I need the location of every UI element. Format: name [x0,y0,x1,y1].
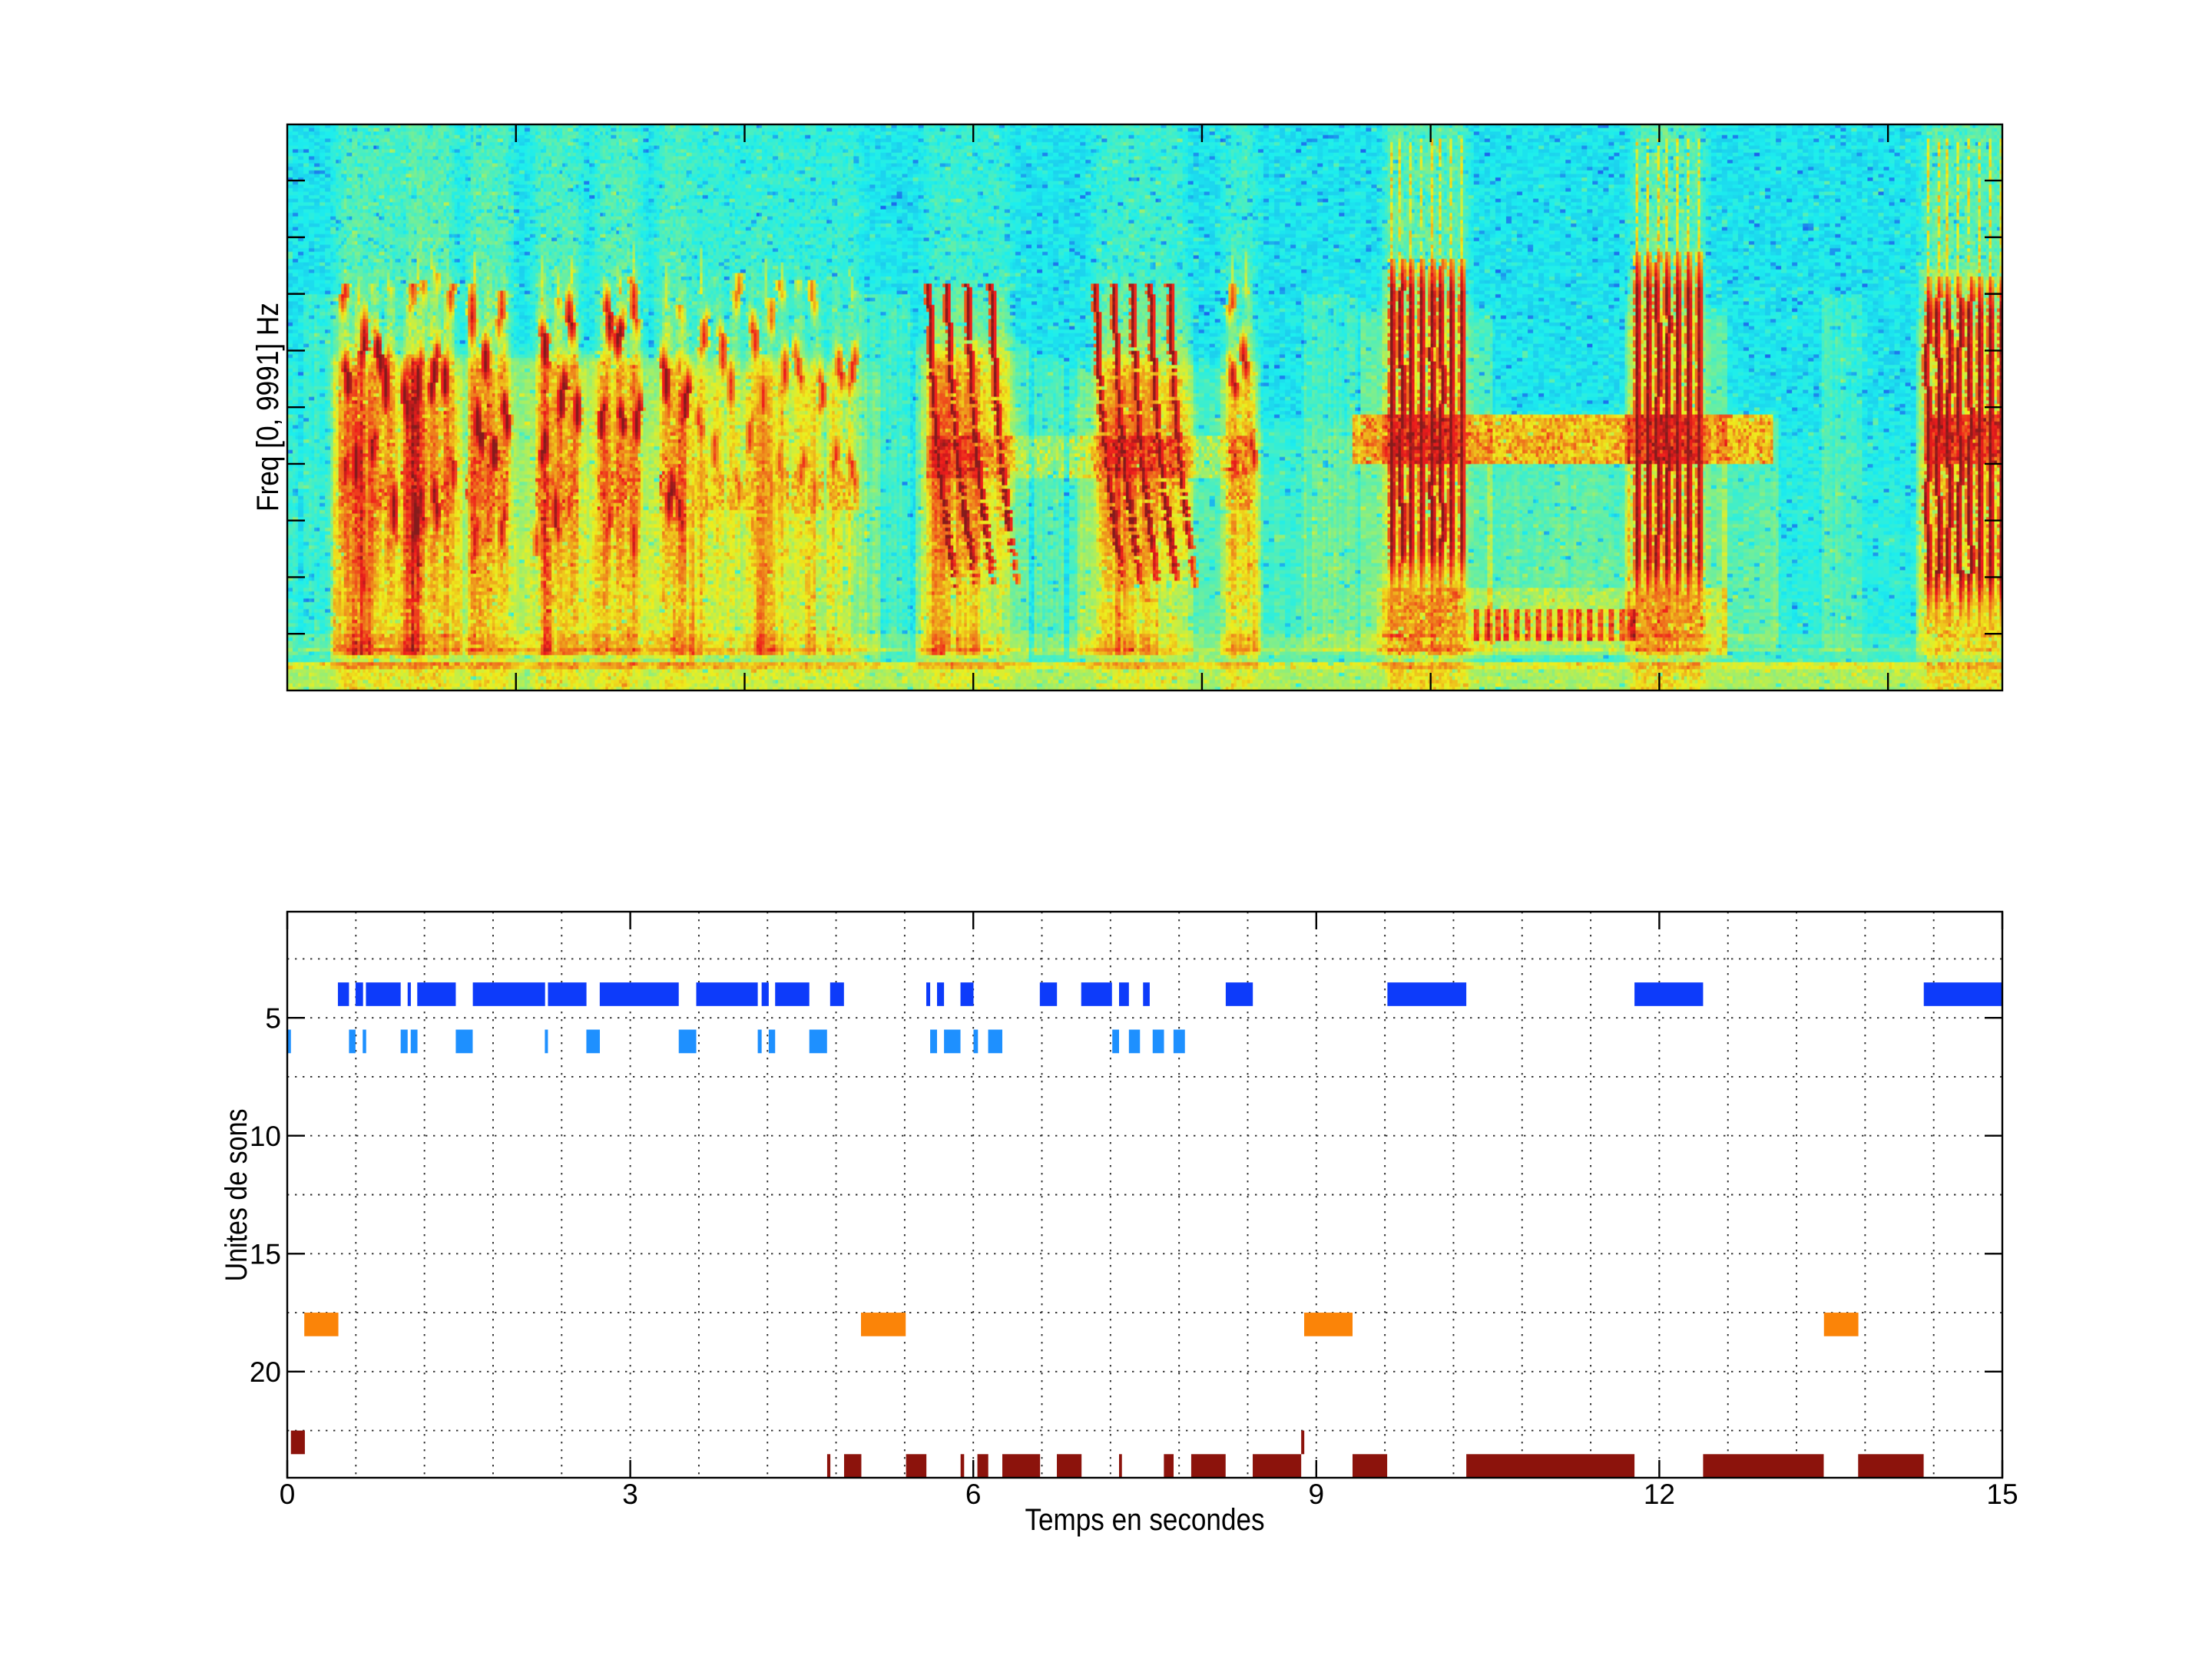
timeline-axes-box [286,910,2004,1479]
segment-bar-unit-6 [363,1029,366,1054]
segment-bar-unit-18 [861,1313,906,1336]
segment-bar-unit-4 [960,982,974,1006]
segment-bar-unit-6 [988,1029,1003,1054]
segment-bar-unit-4 [1039,982,1058,1006]
segment-bar-unit-24 [1164,1454,1174,1478]
segment-bar-unit-6 [287,1029,291,1054]
segment-bar-unit-6 [757,1029,762,1054]
segment-bar-unit-18 [304,1313,339,1336]
segment-bar-unit-6 [973,1029,979,1054]
segment-bar-unit-6 [1173,1029,1185,1054]
segment-bar-unit-4 [696,982,758,1006]
segment-bar-unit-4 [417,982,456,1006]
segment-bar-unit-24 [1002,1454,1041,1478]
segment-bar-unit-6 [930,1029,938,1054]
spectrogram-axes-box [286,123,2004,692]
segment-bar-unit-4 [1225,982,1253,1006]
segment-bar-unit-24 [977,1454,988,1478]
timeline-grid [287,912,2002,1478]
segment-bar-unit-4 [1143,982,1150,1006]
segment-bar-unit-4 [407,982,411,1006]
spectrogram-ylabel: Freq [0, 9991] Hz [251,303,285,512]
tick-marks [286,124,2004,1478]
y-tick-label: 20 [250,1356,281,1388]
segment-bar-unit-24 [1190,1454,1226,1478]
segment-bar-unit-4 [548,982,587,1006]
segment-bar-unit-6 [768,1029,776,1054]
timeline-ylabel: Unites de sons [220,1109,253,1282]
segment-bar-unit-4 [366,982,401,1006]
x-tick-label: 9 [1309,1479,1325,1510]
y-tick-label: 10 [250,1121,281,1152]
segment-bar-unit-6 [678,1029,697,1054]
y-tick-label: 5 [265,1003,281,1035]
segment-bar-unit-24 [843,1454,862,1478]
x-tick-label: 6 [965,1479,982,1510]
x-tick-label: 15 [1986,1479,2018,1510]
y-tick-label: 15 [250,1239,281,1270]
segment-bar-unit-6 [545,1029,548,1054]
segment-bar-unit-4 [775,982,810,1006]
segment-bar-unit-4 [1634,982,1704,1006]
segment-bar-unit-4 [1387,982,1467,1006]
segment-bar-unit-6 [349,1029,356,1054]
segment-bar-unit-24 [1466,1454,1635,1478]
x-tick-label: 3 [622,1479,638,1510]
segment-bar-unit-24 [1119,1454,1122,1478]
segment-bar-unit-6 [410,1029,418,1054]
timeline-bars [287,982,2002,1478]
segment-bar-unit-4 [1119,982,1129,1006]
x-tick-label: 0 [280,1479,296,1510]
segment-bar-unit-6 [400,1029,408,1054]
segment-bar-unit-24 [906,1454,927,1478]
segment-bar-unit-23 [1301,1430,1305,1455]
segment-bar-unit-4 [1081,982,1112,1006]
segment-bar-unit-24 [826,1454,831,1478]
segment-bar-unit-6 [809,1029,827,1054]
segment-bar-unit-6 [1128,1029,1141,1054]
timeline-xlabel: Temps en secondes [1025,1503,1265,1537]
segment-bar-unit-24 [1253,1454,1302,1478]
segment-bar-unit-4 [355,982,363,1006]
segment-bar-unit-24 [1858,1454,1924,1478]
segment-bar-unit-6 [586,1029,601,1054]
segment-bar-unit-4 [1923,982,2002,1006]
segment-bar-unit-18 [1304,1313,1353,1336]
spectrogram-image [287,124,2002,690]
segment-bar-unit-4 [830,982,844,1006]
segment-bar-unit-4 [599,982,679,1006]
segment-bar-unit-23 [290,1430,305,1455]
axes-boxes [286,123,2004,1479]
segment-bar-unit-24 [1057,1454,1082,1478]
segment-bar-unit-4 [472,982,545,1006]
segment-bar-unit-24 [1703,1454,1824,1478]
segment-bar-unit-4 [761,982,769,1006]
segment-bar-unit-4 [926,982,931,1006]
tick-labels: 0 3 6 9 12 15 5 10 15 20 [250,1003,2018,1510]
segment-bar-unit-4 [937,982,945,1006]
segment-bar-unit-6 [1112,1029,1120,1054]
segment-bar-unit-6 [944,1029,961,1054]
segment-bar-unit-4 [337,982,349,1006]
x-tick-label: 12 [1644,1479,1675,1510]
segment-bar-unit-24 [1352,1454,1388,1478]
segment-bar-unit-6 [1152,1029,1164,1054]
segment-bar-unit-6 [455,1029,473,1054]
segment-bar-unit-24 [960,1454,965,1478]
segment-bar-unit-18 [1823,1313,1859,1336]
